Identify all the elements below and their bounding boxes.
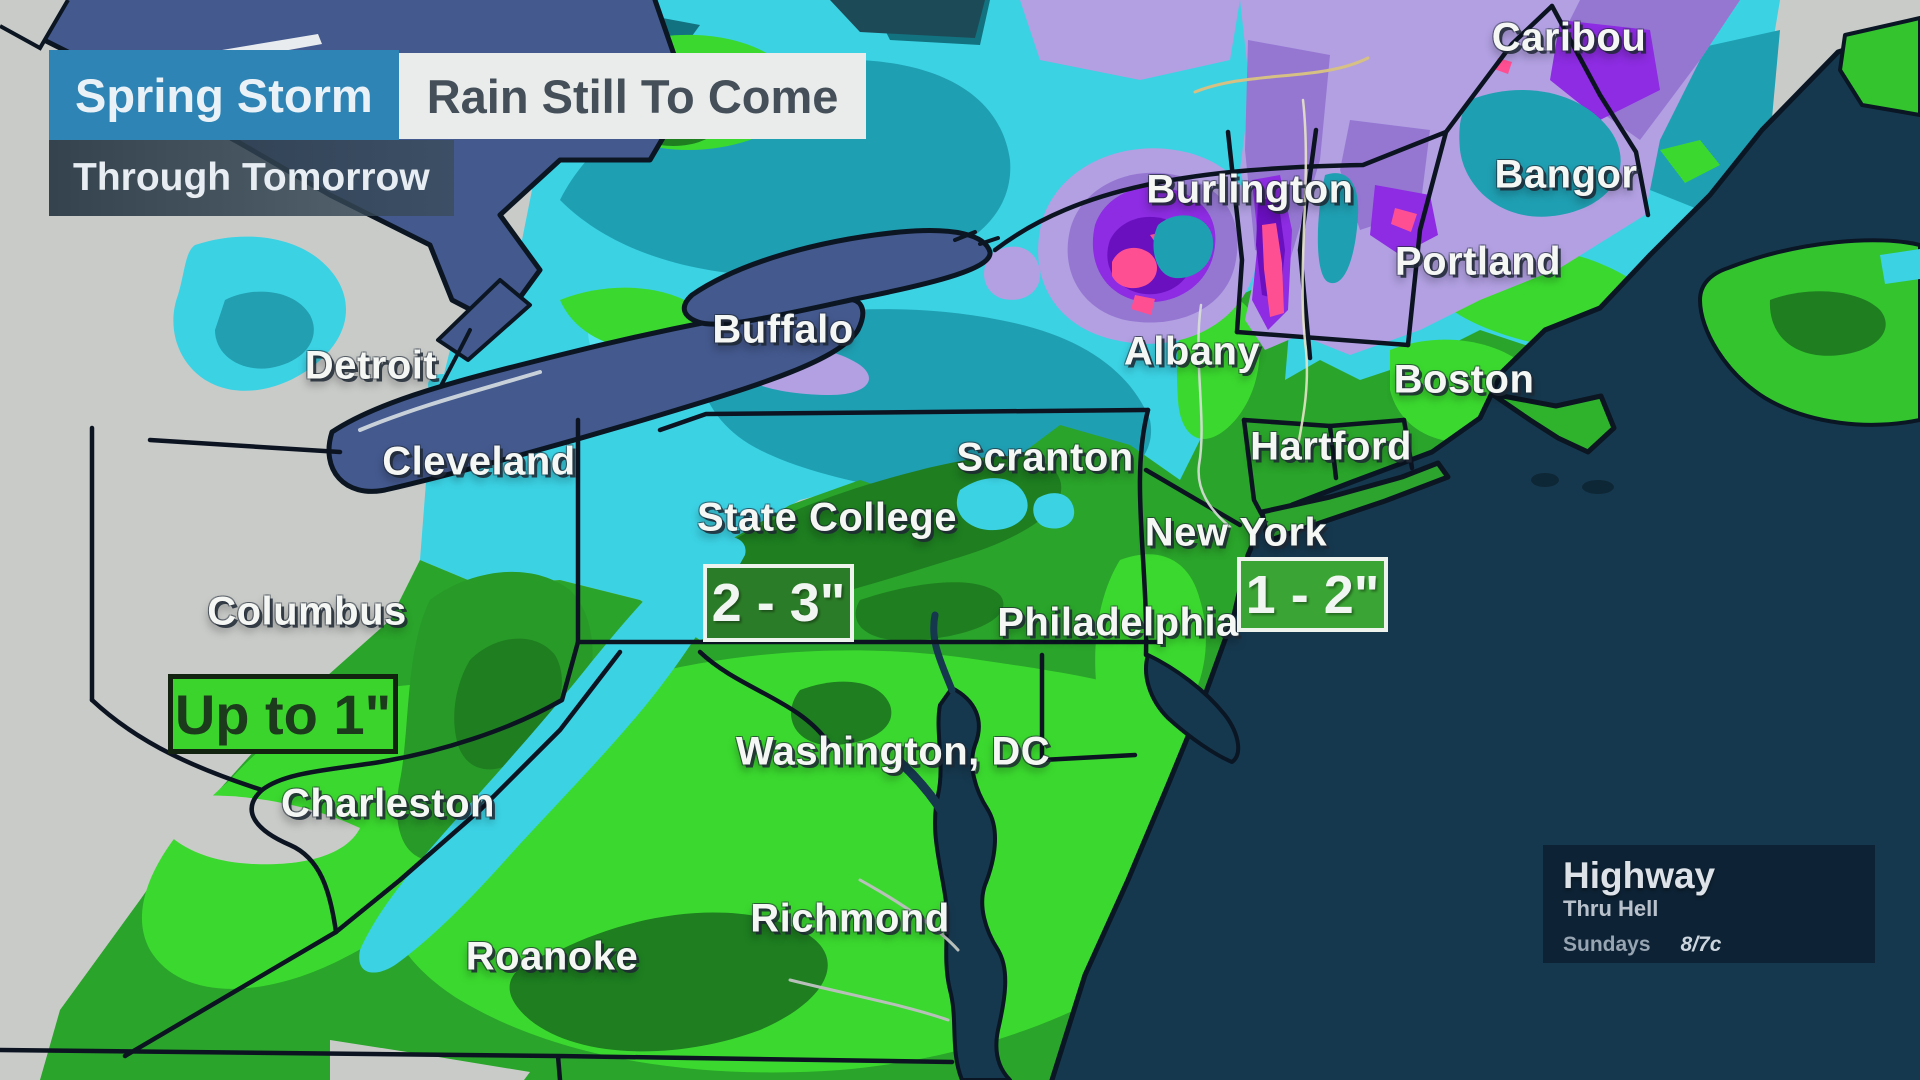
state-borders xyxy=(0,3,1651,1080)
promo-day: Sundays xyxy=(1563,932,1651,956)
headline: Rain Still To Come xyxy=(398,53,867,139)
long-island xyxy=(1259,460,1451,544)
city-label: Boston xyxy=(1393,357,1535,402)
network-promo: Highway Thru Hell Sundays 8/7c xyxy=(1543,845,1875,963)
storm-name-badge: Spring Storm xyxy=(49,50,399,140)
promo-show-subtitle: Thru Hell xyxy=(1563,895,1659,921)
city-label: Detroit xyxy=(304,343,438,388)
snow-precip-field xyxy=(735,0,1740,395)
city-label: State College xyxy=(697,495,957,540)
city-label: Roanoke xyxy=(465,934,639,979)
timeframe-label: Through Tomorrow xyxy=(49,140,454,216)
city-label: Albany xyxy=(1123,329,1261,374)
header: Spring Storm Rain Still To Come Through … xyxy=(49,50,867,216)
city-label: Philadelphia xyxy=(997,600,1239,645)
city-label: Cleveland xyxy=(382,439,576,484)
rainfall-amount-callout: 1 - 2" xyxy=(1237,557,1388,632)
ice-spots xyxy=(1112,58,1512,317)
promo-time: 8/7c xyxy=(1680,932,1722,956)
promo-schedule: Sundays 8/7c xyxy=(1563,933,1855,957)
cape-cod xyxy=(1489,391,1617,455)
city-label: Caribou xyxy=(1491,15,1647,60)
chesapeake-bay xyxy=(933,686,1012,1080)
city-label: Hartford xyxy=(1250,424,1412,469)
city-label: Buffalo xyxy=(712,307,854,352)
rainfall-amount-callout: Up to 1" xyxy=(168,674,398,754)
islands xyxy=(1259,16,1920,544)
lake-erie xyxy=(326,296,866,494)
city-label: Richmond xyxy=(750,896,950,941)
bays xyxy=(895,611,1241,1080)
city-label: Scranton xyxy=(956,435,1134,480)
saginaw-bay xyxy=(436,278,532,362)
city-label: Bangor xyxy=(1494,152,1638,197)
rivers xyxy=(788,56,1370,1022)
promo-show-title: Highway xyxy=(1563,855,1716,896)
rainfall-amount-callout: 2 - 3" xyxy=(703,564,854,642)
city-label: Portland xyxy=(1394,239,1562,284)
michigan-mix-patches xyxy=(173,236,456,396)
city-label: Columbus xyxy=(207,589,407,634)
city-label: Burlington xyxy=(1146,167,1354,212)
lake-ontario xyxy=(681,228,993,327)
city-label: New York xyxy=(1144,510,1328,555)
city-label: Washington, DC xyxy=(735,729,1051,774)
city-label: Charleston xyxy=(281,781,495,826)
delaware-bay xyxy=(1144,653,1241,764)
